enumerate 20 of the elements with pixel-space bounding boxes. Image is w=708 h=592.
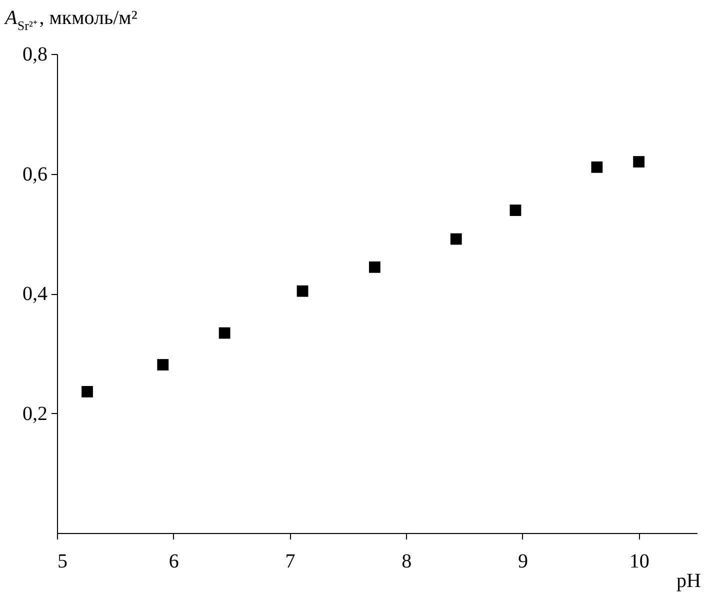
x-tick-label: 7 bbox=[285, 550, 296, 572]
x-axis-title: pH bbox=[676, 570, 701, 592]
point bbox=[633, 156, 645, 168]
y-tick-label: 0,2 bbox=[22, 402, 48, 425]
y-tick-label: 0,6 bbox=[22, 163, 48, 186]
x-tick-label: 10 bbox=[629, 550, 650, 572]
point bbox=[296, 285, 308, 297]
x-tick-label: 5 bbox=[58, 550, 68, 572]
point bbox=[82, 386, 93, 398]
y-tick-label: 0,8 bbox=[22, 44, 48, 66]
x-tick-label: 9 bbox=[518, 550, 528, 572]
point bbox=[450, 233, 462, 245]
y-tick-label: 0,4 bbox=[22, 283, 48, 305]
x-tick-label: 6 bbox=[168, 550, 179, 572]
x-tick-label: 8 bbox=[402, 550, 412, 572]
point bbox=[510, 204, 522, 216]
point bbox=[368, 261, 380, 273]
point bbox=[218, 327, 230, 339]
point bbox=[157, 359, 169, 370]
point bbox=[591, 161, 603, 173]
